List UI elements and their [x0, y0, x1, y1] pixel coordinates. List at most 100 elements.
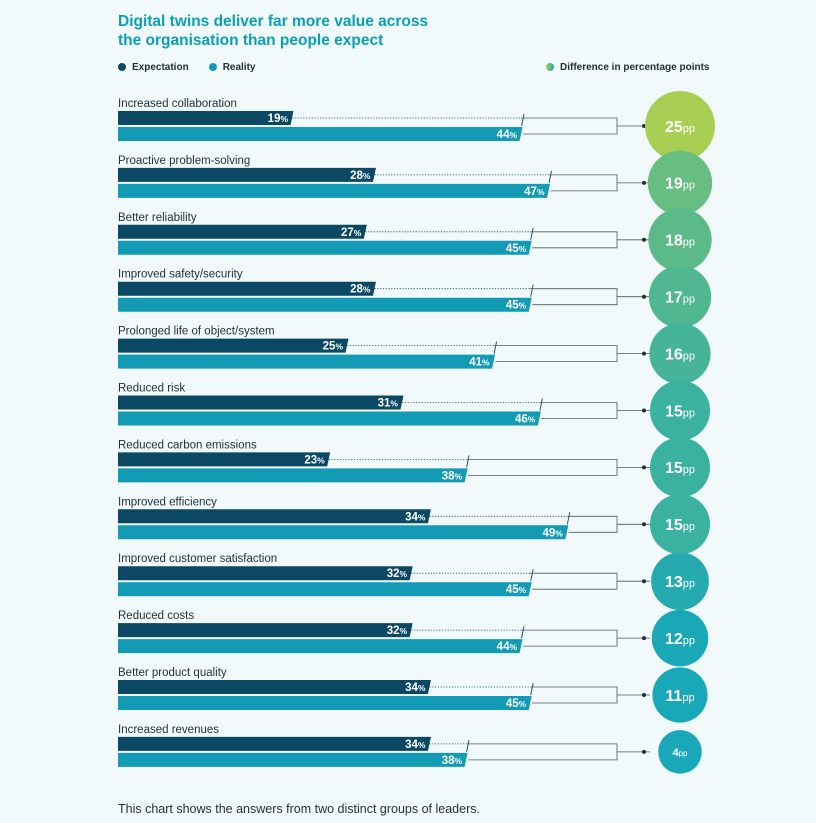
reality-value-label: 45%	[506, 584, 527, 596]
connector-dot	[642, 294, 646, 299]
reality-bar	[118, 411, 541, 426]
reality-bar	[118, 696, 532, 710]
expectation-bar	[118, 680, 431, 694]
reality-marker-tick	[466, 455, 470, 468]
category-label: Improved efficiency	[118, 496, 217, 508]
reality-value-label: 45%	[506, 300, 527, 312]
difference-bracket	[530, 686, 618, 704]
reality-marker-tick	[530, 227, 534, 240]
reality-value-label: 38%	[442, 755, 463, 767]
legend-item-reality: Reality	[208, 62, 255, 73]
category-label: Prolonged life of object/system	[118, 326, 275, 338]
difference-value-label: 11pp	[665, 688, 694, 705]
difference-bubble	[648, 265, 712, 328]
reality-bar	[118, 240, 532, 255]
reality-value-label: 45%	[506, 243, 527, 255]
category-label: Reduced carbon emissions	[118, 439, 257, 451]
category-label: Reduced risk	[118, 383, 185, 395]
reality-value-label: 47%	[524, 186, 545, 198]
reality-bar	[118, 297, 532, 312]
reality-bar	[118, 468, 468, 483]
category-label: Proactive problem-solving	[118, 155, 250, 167]
expectation-value-label: 31%	[378, 398, 399, 410]
reality-bar	[118, 127, 523, 141]
reality-marker-tick	[521, 626, 525, 639]
expectation-bar	[118, 111, 294, 125]
footnote: This chart shows the answers from two di…	[118, 802, 480, 816]
reality-marker-tick	[566, 512, 571, 525]
difference-bubble	[658, 730, 702, 774]
expectation-value-label: 28%	[350, 170, 371, 182]
difference-bracket	[466, 458, 618, 476]
difference-value-label: 15pp	[665, 460, 695, 477]
difference-bracket	[521, 117, 618, 135]
expectation-bar	[118, 452, 331, 467]
connector-dot	[642, 636, 646, 641]
legend-item-difference: Difference in percentage points	[546, 62, 709, 73]
reality-value-label: 45%	[506, 698, 527, 710]
reality-value-label: 44%	[497, 129, 518, 141]
expectation-value-label: 32%	[387, 625, 408, 637]
reality-bar	[118, 752, 468, 767]
difference-bracket	[566, 515, 618, 533]
difference-bracket	[493, 345, 618, 363]
reality-bar	[118, 354, 496, 369]
reality-value-label: 38%	[442, 470, 463, 482]
category-label: Better reliability	[118, 212, 197, 224]
expectation-bar	[118, 338, 349, 353]
legend-item-expectation: Expectation	[118, 62, 189, 73]
difference-bracket	[521, 629, 618, 647]
reality-value-label: 44%	[497, 641, 518, 653]
expectation-value-label: 34%	[405, 682, 426, 694]
reality-marker-tick	[530, 682, 534, 696]
category-label: Reduced costs	[118, 610, 194, 622]
expectation-value-label: 28%	[350, 284, 371, 296]
reality-marker-tick	[539, 398, 543, 411]
reality-marker-tick	[530, 284, 534, 297]
difference-bubble	[648, 208, 712, 272]
connector-dot	[642, 579, 646, 584]
difference-value-label: 15pp	[665, 403, 695, 420]
connector-dot	[642, 408, 646, 413]
difference-bracket	[539, 402, 618, 419]
difference-bubble	[649, 494, 711, 555]
reality-value-label: 46%	[515, 414, 536, 426]
reality-bar	[118, 183, 551, 198]
reality-swatch-icon	[208, 63, 217, 71]
difference-value-label: 19pp	[665, 176, 695, 193]
chart-title: Digital twins deliver far more value acr…	[118, 12, 428, 50]
expectation-value-label: 23%	[304, 454, 325, 466]
difference-value-label: 13pp	[665, 574, 695, 591]
reality-marker-tick	[466, 739, 470, 752]
legend-difference-label: Difference in percentage points	[560, 61, 710, 73]
reality-marker-tick	[493, 341, 498, 354]
legend: Expectation Reality	[118, 60, 275, 74]
difference-value-label: 4pp	[672, 747, 688, 759]
difference-value-label: 12pp	[665, 631, 695, 648]
reality-marker-tick	[530, 569, 534, 582]
difference-value-label: 15pp	[665, 517, 695, 534]
connector-dot	[642, 180, 646, 185]
reality-bar	[118, 582, 532, 597]
connector-dot	[642, 693, 646, 697]
title-line-2: the organisation than people expect	[118, 32, 384, 49]
difference-bracket	[530, 288, 618, 306]
reality-value-label: 49%	[542, 527, 563, 539]
expectation-bar	[118, 623, 413, 638]
reality-value-label: 41%	[469, 357, 490, 369]
expectation-value-label: 27%	[341, 227, 362, 239]
connector-dot	[642, 522, 646, 527]
difference-bubble	[649, 380, 711, 441]
difference-bubble	[645, 91, 715, 161]
difference-bracket	[548, 174, 618, 192]
reality-bar	[118, 525, 569, 540]
expectation-value-label: 25%	[323, 341, 344, 353]
expectation-value-label: 32%	[387, 568, 408, 580]
difference-bubble	[651, 609, 709, 667]
difference-bracket	[530, 231, 618, 249]
connector-dot	[642, 465, 646, 470]
difference-value-label: 16pp	[665, 346, 695, 363]
title-line-1: Digital twins deliver far more value acr…	[118, 13, 429, 30]
connector-dot	[642, 124, 646, 128]
